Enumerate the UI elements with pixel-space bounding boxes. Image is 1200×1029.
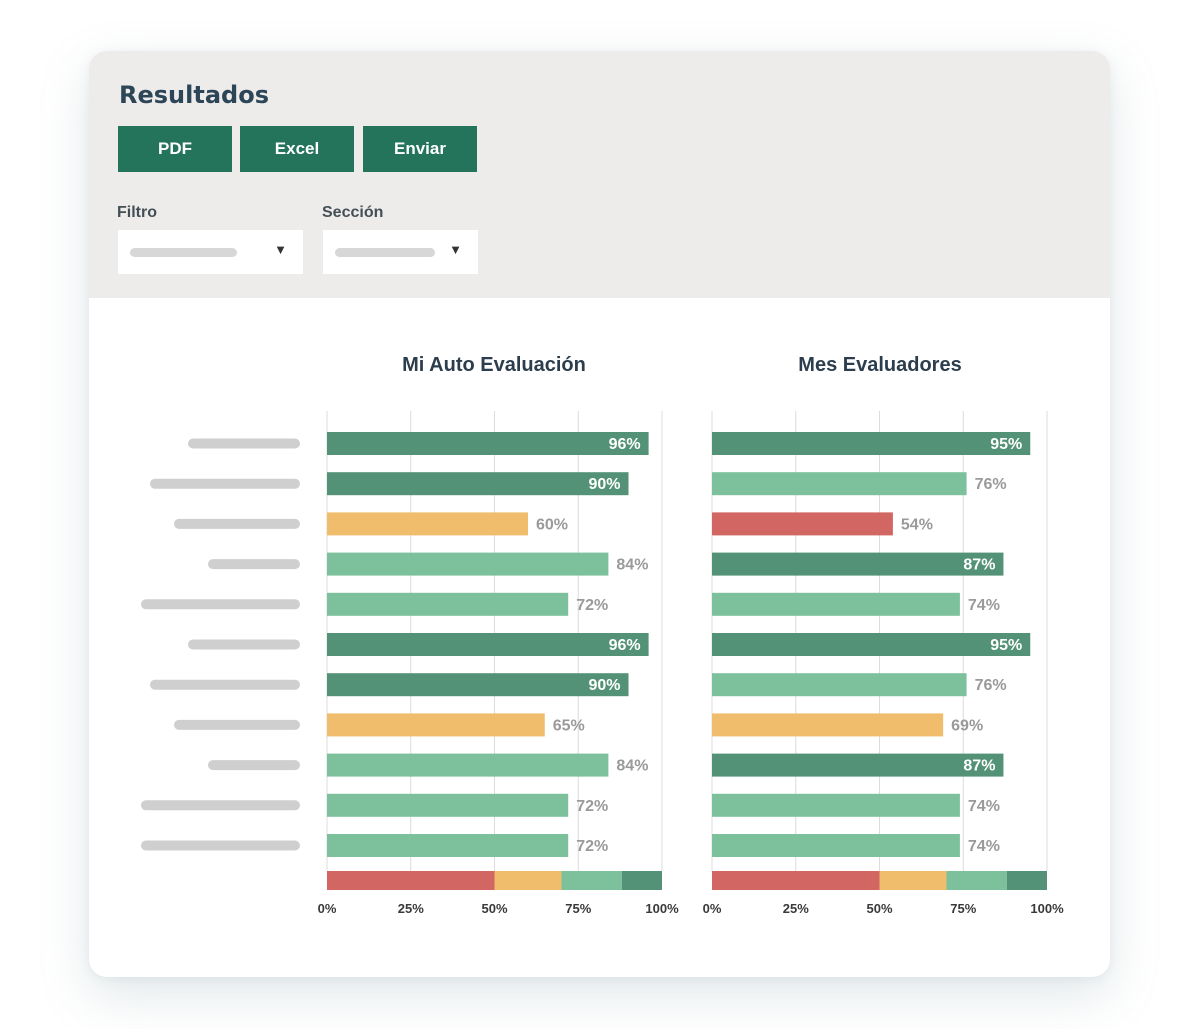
- bar: [712, 472, 967, 496]
- section-placeholder: [335, 248, 435, 257]
- bar-value-label: 95%: [990, 436, 1022, 453]
- bar-value-label: 74%: [968, 597, 1000, 614]
- bar-value-label: 54%: [901, 516, 933, 533]
- category-label-placeholder: [141, 599, 300, 610]
- x-tick-label: 50%: [866, 901, 892, 916]
- category-label-placeholder: [150, 679, 300, 690]
- bar-value-label: 69%: [951, 717, 983, 734]
- bar-value-label: 90%: [588, 677, 620, 694]
- x-tick-label: 75%: [950, 901, 976, 916]
- bar-value-label: 90%: [588, 476, 620, 493]
- x-tick-label: 100%: [1030, 901, 1064, 916]
- chevron-down-icon: ▼: [449, 242, 462, 257]
- scale-segment: [494, 871, 562, 890]
- bar-value-label: 72%: [576, 597, 608, 614]
- results-header: Resultados PDF Excel Enviar Filtro ▼ Sec…: [89, 51, 1110, 298]
- bar: [327, 432, 649, 455]
- filter-placeholder: [130, 248, 237, 257]
- x-tick-label: 100%: [645, 901, 679, 916]
- bar-value-label: 72%: [576, 838, 608, 855]
- bar: [327, 472, 629, 496]
- bar-value-label: 60%: [536, 516, 568, 533]
- scale-segment: [561, 871, 622, 890]
- filter-select[interactable]: ▼: [118, 230, 303, 274]
- scale-segment: [712, 871, 880, 890]
- category-label-placeholder: [188, 639, 300, 650]
- bar-value-label: 84%: [616, 758, 648, 775]
- chart-title-self: Mi Auto Evaluación: [402, 354, 586, 376]
- pdf-button[interactable]: PDF: [118, 126, 232, 172]
- bar: [327, 713, 545, 737]
- send-button[interactable]: Enviar: [363, 126, 477, 172]
- scale-segment: [621, 871, 662, 890]
- bar-value-label: 95%: [990, 637, 1022, 654]
- bar-value-label: 65%: [553, 717, 585, 734]
- page-title: Resultados: [119, 81, 269, 109]
- bar: [327, 633, 649, 656]
- excel-button[interactable]: Excel: [240, 126, 354, 172]
- category-label-placeholder: [208, 760, 300, 771]
- results-card: Resultados PDF Excel Enviar Filtro ▼ Sec…: [89, 51, 1110, 977]
- bar-value-label: 96%: [609, 637, 641, 654]
- bar: [327, 552, 609, 576]
- bar: [712, 512, 893, 536]
- x-tick-label: 25%: [398, 901, 424, 916]
- bar-value-label: 96%: [609, 436, 641, 453]
- bar: [712, 432, 1031, 455]
- chevron-down-icon: ▼: [274, 242, 287, 257]
- section-label: Sección: [322, 204, 384, 221]
- bar-value-label: 76%: [975, 677, 1007, 694]
- bar-value-label: 84%: [616, 557, 648, 574]
- category-label-placeholder: [141, 840, 300, 851]
- bar: [712, 592, 960, 616]
- bar-value-label: 76%: [975, 476, 1007, 493]
- bar-value-label: 87%: [963, 557, 995, 574]
- bar-value-label: 72%: [576, 798, 608, 815]
- x-tick-label: 25%: [783, 901, 809, 916]
- x-tick-label: 75%: [565, 901, 591, 916]
- scale-segment: [1006, 871, 1047, 890]
- bar-charts: 96% 90% 60% 84% 72% 96% 90% 65% 84% 72% 72% 0% 25% 50…: [141, 411, 1064, 916]
- category-label-placeholder: [188, 438, 300, 449]
- scale-segment: [946, 871, 1007, 890]
- section-select[interactable]: ▼: [323, 230, 478, 274]
- category-label-placeholder: [150, 478, 300, 489]
- bar: [327, 834, 569, 857]
- x-tick-label: 50%: [481, 901, 507, 916]
- bar: [712, 552, 1004, 576]
- bar-value-label: 74%: [968, 798, 1000, 815]
- category-label-placeholder: [208, 559, 300, 570]
- bar: [327, 592, 569, 616]
- x-tick-label: 0%: [703, 901, 722, 916]
- category-label-placeholder: [174, 719, 300, 730]
- category-label-placeholder: [141, 800, 300, 811]
- bar: [712, 633, 1031, 656]
- bar: [712, 753, 1004, 777]
- bar: [712, 713, 944, 737]
- bar: [327, 512, 528, 536]
- bar: [327, 793, 569, 817]
- bar-value-label: 74%: [968, 838, 1000, 855]
- chart-title-evaluators: Mes Evaluadores: [798, 354, 962, 376]
- bar: [712, 793, 960, 817]
- bar: [712, 673, 967, 697]
- filter-label: Filtro: [117, 204, 157, 221]
- scale-segment: [327, 871, 495, 890]
- bar: [712, 834, 960, 857]
- category-label-placeholder: [174, 518, 300, 529]
- bar: [327, 673, 629, 697]
- scale-segment: [879, 871, 947, 890]
- x-tick-label: 0%: [318, 901, 337, 916]
- bar: [327, 753, 609, 777]
- bar-value-label: 87%: [963, 758, 995, 775]
